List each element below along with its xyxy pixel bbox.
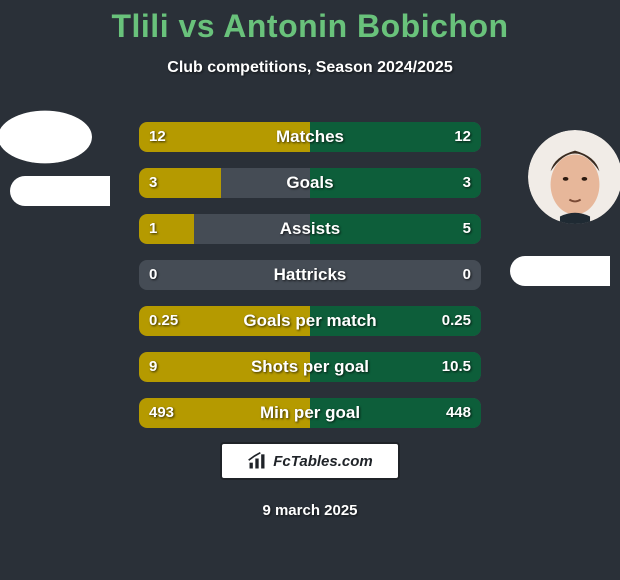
brand-badge[interactable]: FcTables.com bbox=[220, 442, 400, 480]
stat-label: Goals per match bbox=[139, 306, 481, 336]
stat-label: Matches bbox=[139, 122, 481, 152]
stat-row: 0.250.25Goals per match bbox=[139, 306, 481, 336]
stat-label: Shots per goal bbox=[139, 352, 481, 382]
player-right-avatar bbox=[528, 130, 620, 224]
stat-row: 910.5Shots per goal bbox=[139, 352, 481, 382]
player-left-avatar bbox=[0, 90, 92, 184]
avatar-face-icon bbox=[528, 130, 620, 224]
brand-text: FcTables.com bbox=[273, 453, 372, 470]
stat-label: Assists bbox=[139, 214, 481, 244]
stat-row: 33Goals bbox=[139, 168, 481, 198]
stat-label: Hattricks bbox=[139, 260, 481, 290]
stat-row: 15Assists bbox=[139, 214, 481, 244]
stat-label: Min per goal bbox=[139, 398, 481, 428]
stats-list: 1212Matches 33Goals 15Assists 00Hattricks 0.… bbox=[139, 122, 481, 444]
stat-row: 1212Matches bbox=[139, 122, 481, 152]
player-right-flag bbox=[510, 256, 610, 286]
stat-row: 493448Min per goal bbox=[139, 398, 481, 428]
stat-row: 00Hattricks bbox=[139, 260, 481, 290]
player-left-flag bbox=[10, 176, 110, 206]
footer-date: 9 march 2025 bbox=[0, 502, 620, 519]
page-subtitle: Club competitions, Season 2024/2025 bbox=[0, 59, 620, 77]
comparison-card: Tlili vs Antonin Bobichon Club competiti… bbox=[0, 0, 620, 580]
page-title: Tlili vs Antonin Bobichon bbox=[0, 0, 620, 45]
bar-chart-icon bbox=[247, 451, 267, 471]
avatar-placeholder-icon bbox=[0, 90, 92, 184]
stat-label: Goals bbox=[139, 168, 481, 198]
